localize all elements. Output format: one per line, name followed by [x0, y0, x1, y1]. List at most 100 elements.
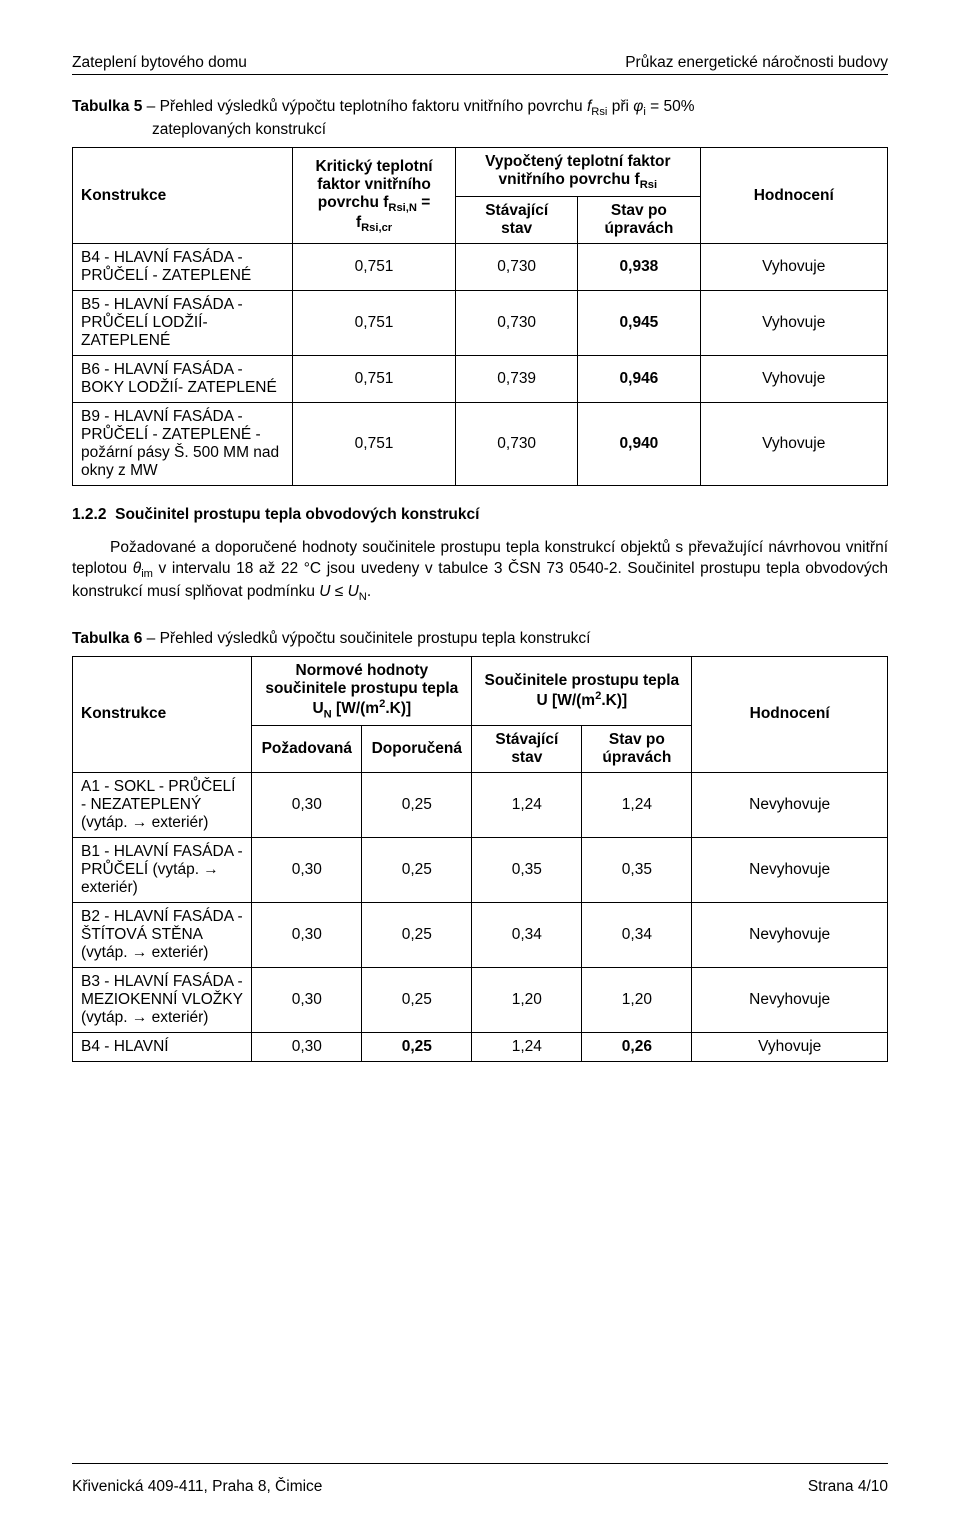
sec-num: 1.2.2 — [72, 506, 106, 523]
table6-row: B4 - HLAVNÍ0,300,251,240,26Vyhovuje — [73, 1032, 888, 1061]
t6-cell-stav: 1,20 — [472, 967, 582, 1032]
t6-cell-name: A1 - SOKL - PRŮČELÍ - NEZATEPLENÝ (vytáp… — [73, 772, 252, 837]
t6-cell-poz: 0,30 — [252, 967, 362, 1032]
table6: Konstrukce Normové hodnoty součinitele p… — [72, 656, 888, 1062]
le: ≤ — [330, 583, 347, 600]
table5-h-konstrukce: Konstrukce — [73, 148, 293, 244]
U2-sym: U — [348, 583, 359, 600]
t5-cell-upr: 0,945 — [578, 291, 700, 356]
t5-cell-hod: Vyhovuje — [700, 244, 887, 291]
table5-row: B6 - HLAVNÍ FASÁDA - BOKY LODŽIÍ- ZATEPL… — [73, 356, 888, 403]
t5-cell-upr: 0,938 — [578, 244, 700, 291]
table6-row: A1 - SOKL - PRŮČELÍ - NEZATEPLENÝ (vytáp… — [73, 772, 888, 837]
sec-1-2-2-heading: 1.2.2 Součinitel prostupu tepla obvodový… — [72, 506, 888, 524]
table5-caption-part2: při — [607, 98, 633, 115]
theta-sym: θ — [133, 560, 141, 577]
t6-cell-name: B3 - HLAVNÍ FASÁDA - MEZIOKENNÍ VLOŽKY (… — [73, 967, 252, 1032]
t6-cell-name: B1 - HLAVNÍ FASÁDA - PRŮČELÍ (vytáp. → e… — [73, 837, 252, 902]
phi-symbol: φ — [633, 98, 643, 115]
t5-cell-upr: 0,946 — [578, 356, 700, 403]
t6-h2-l1: Normové hodnoty — [296, 662, 429, 679]
table5-h-vypocteny: Vypočtený teplotní faktor vnitřního povr… — [456, 148, 701, 197]
t5-cell-stav: 0,730 — [456, 403, 578, 486]
frsi-sub: Rsi — [591, 106, 607, 118]
t6-cell-hod: Nevyhovuje — [692, 902, 888, 967]
header-rule — [72, 74, 888, 75]
table5-row: B5 - HLAVNÍ FASÁDA - PRŮČELÍ LODŽIÍ- ZAT… — [73, 291, 888, 356]
table6-h-pozadovana: Požadovaná — [252, 725, 362, 772]
U2-sub: N — [359, 591, 367, 603]
t5-cell-hod: Vyhovuje — [700, 291, 887, 356]
header-right: Průkaz energetické náročnosti budovy — [625, 54, 888, 72]
t6-cell-upr: 0,26 — [582, 1032, 692, 1061]
page-footer: Křivenická 409-411, Praha 8, Čimice Stra… — [72, 1478, 888, 1496]
t6-cell-upr: 1,24 — [582, 772, 692, 837]
t6-h2-l3c: .K)] — [385, 700, 411, 717]
t5-cell-stav: 0,730 — [456, 244, 578, 291]
t6-h3-l1: Součinitele prostupu tepla — [485, 672, 680, 689]
table5-h-crit: Kritický teplotní faktor vnitřního povrc… — [293, 148, 456, 244]
t6-h3b-l2: úpravách — [602, 749, 671, 766]
table5: Konstrukce Kritický teplotní faktor vnit… — [72, 147, 888, 486]
table5-row: B9 - HLAVNÍ FASÁDA - PRŮČELÍ - ZATEPLENÉ… — [73, 403, 888, 486]
t6-cell-poz: 0,30 — [252, 837, 362, 902]
table6-h-normove: Normové hodnoty součinitele prostupu tep… — [252, 656, 472, 725]
t5-h2-l3a: povrchu f — [318, 194, 389, 211]
t5-cell-name: B4 - HLAVNÍ FASÁDA - PRŮČELÍ - ZATEPLENÉ — [73, 244, 293, 291]
table6-head-row1: Konstrukce Normové hodnoty součinitele p… — [73, 656, 888, 725]
t6-cell-dop: 0,25 — [362, 967, 472, 1032]
t6-h3-l2b: .K)] — [601, 692, 627, 709]
t6-h3a-l2: stav — [511, 749, 542, 766]
table6-row: B2 - HLAVNÍ FASÁDA - ŠTÍTOVÁ STĚNA (vytá… — [73, 902, 888, 967]
t5-cell-crit: 0,751 — [293, 356, 456, 403]
t5-h2-l2: faktor vnitřního — [317, 176, 431, 193]
sec-title: Součinitel prostupu tepla obvodových kon… — [115, 506, 479, 523]
table5-caption: Tabulka 5 – Přehled výsledků výpočtu tep… — [72, 97, 888, 141]
t6-cell-stav: 1,24 — [472, 1032, 582, 1061]
t5-h2-l1: Kritický teplotní — [315, 158, 432, 175]
page-header: Zateplení bytového domu Průkaz energetic… — [72, 54, 888, 72]
table5-h-hodnoceni: Hodnocení — [700, 148, 887, 244]
table6-h-konstrukce: Konstrukce — [73, 656, 252, 772]
t5-cell-crit: 0,751 — [293, 244, 456, 291]
t5-cell-crit: 0,751 — [293, 291, 456, 356]
t6-cell-dop: 0,25 — [362, 902, 472, 967]
theta-sub: im — [141, 568, 153, 580]
t6-cell-dop: 0,25 — [362, 837, 472, 902]
t5-cell-stav: 0,730 — [456, 291, 578, 356]
t5-h34-sub: Rsi — [640, 179, 657, 191]
t6-cell-dop: 0,25 — [362, 1032, 472, 1061]
t5-h3-l2: stav — [501, 220, 532, 237]
table5-caption-part1: – Přehled výsledků výpočtu teplotního fa… — [142, 98, 587, 115]
t6-cell-dop: 0,25 — [362, 772, 472, 837]
table6-h-doporucena: Doporučená — [362, 725, 472, 772]
t6-cell-upr: 0,35 — [582, 837, 692, 902]
t6-h2-l3a: U — [312, 700, 323, 717]
U-sym: U — [319, 583, 330, 600]
t6-cell-poz: 0,30 — [252, 772, 362, 837]
t5-cell-hod: Vyhovuje — [700, 356, 887, 403]
table6-caption-rest: – Přehled výsledků výpočtu součinitele p… — [142, 630, 590, 647]
table5-head-row1: Konstrukce Kritický teplotní faktor vnit… — [73, 148, 888, 197]
table6-h-stav: Stávající stav — [472, 725, 582, 772]
t6-cell-poz: 0,30 — [252, 902, 362, 967]
t5-h4-l2: úpravách — [604, 220, 673, 237]
table5-label: Tabulka 5 — [72, 98, 142, 115]
t5-h4-l1: Stav po — [611, 202, 667, 219]
t5-cell-hod: Vyhovuje — [700, 403, 887, 486]
para-dot: . — [367, 583, 371, 600]
t6-cell-upr: 1,20 — [582, 967, 692, 1032]
t6-h3-l2a: U [W/(m — [537, 692, 596, 709]
table5-h-stav: Stávající stav — [456, 197, 578, 244]
table6-label: Tabulka 6 — [72, 630, 142, 647]
table6-caption: Tabulka 6 – Přehled výsledků výpočtu sou… — [72, 629, 888, 650]
t5-h34-l1: Vypočtený teplotní faktor — [485, 153, 670, 170]
footer-rule — [72, 1463, 888, 1464]
t5-cell-name: B6 - HLAVNÍ FASÁDA - BOKY LODŽIÍ- ZATEPL… — [73, 356, 293, 403]
t5-cell-crit: 0,751 — [293, 403, 456, 486]
header-left: Zateplení bytového domu — [72, 54, 247, 72]
t5-cell-name: B5 - HLAVNÍ FASÁDA - PRŮČELÍ LODŽIÍ- ZAT… — [73, 291, 293, 356]
table6-row: B1 - HLAVNÍ FASÁDA - PRŮČELÍ (vytáp. → e… — [73, 837, 888, 902]
table5-h-upr: Stav po úpravách — [578, 197, 700, 244]
table5-caption-part3: = 50% — [646, 98, 695, 115]
